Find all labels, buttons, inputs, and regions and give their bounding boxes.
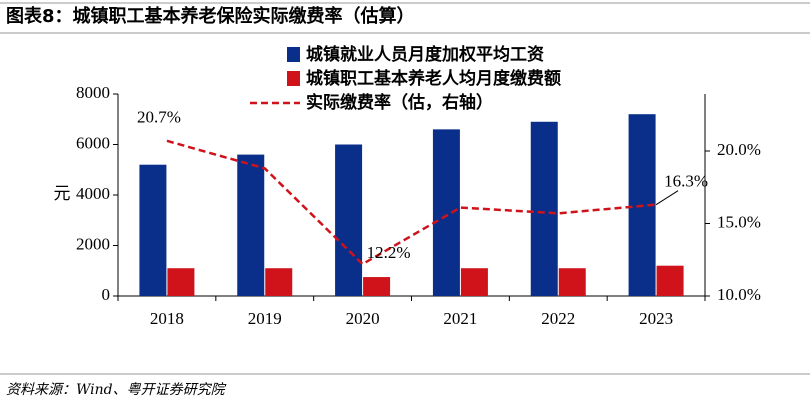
bar xyxy=(558,268,586,296)
y-tick-label: 8000 xyxy=(76,83,110,102)
chart-title: 图表8：城镇职工基本养老保险实际缴费率（估算） xyxy=(6,5,415,27)
legend-swatch xyxy=(287,47,300,62)
value-label: 12.2% xyxy=(367,243,411,262)
y2-tick-label: 10.0% xyxy=(717,285,761,304)
bar xyxy=(656,265,684,296)
bar xyxy=(335,144,363,296)
bar xyxy=(432,129,460,296)
legend-label: 实际缴费率（估，右轴） xyxy=(306,92,493,113)
y-tick-label: 0 xyxy=(102,285,111,304)
y2-tick-label: 20.0% xyxy=(717,140,761,159)
x-tick-label: 2021 xyxy=(443,309,477,328)
x-tick-label: 2019 xyxy=(248,309,282,328)
legend-label: 城镇就业人员月度加权平均工资 xyxy=(306,44,544,65)
leader-line xyxy=(655,190,679,206)
bar xyxy=(139,164,167,296)
x-tick-label: 2020 xyxy=(346,309,380,328)
legend-label: 城镇职工基本养老人均月度缴费额 xyxy=(306,68,561,89)
x-tick-label: 2022 xyxy=(541,309,575,328)
bar xyxy=(363,277,391,296)
x-tick-label: 2023 xyxy=(639,309,673,328)
bar xyxy=(167,268,195,296)
y-tick-label: 6000 xyxy=(76,133,110,152)
bar xyxy=(265,268,293,296)
bar xyxy=(460,268,488,296)
value-label: 16.3% xyxy=(664,172,708,191)
x-tick-label: 2018 xyxy=(150,309,184,328)
bar xyxy=(530,121,558,297)
y-tick-label: 4000 xyxy=(76,184,110,203)
line xyxy=(166,139,657,266)
y-axis-label: 元 xyxy=(54,184,71,203)
value-label: 20.7% xyxy=(137,108,181,127)
y-tick-label: 2000 xyxy=(76,234,110,253)
y2-tick-label: 15.0% xyxy=(717,212,761,231)
bar xyxy=(237,154,265,296)
legend-swatch xyxy=(287,71,300,86)
source: 资料来源：Wind、粤开证券研究院 xyxy=(6,382,227,398)
